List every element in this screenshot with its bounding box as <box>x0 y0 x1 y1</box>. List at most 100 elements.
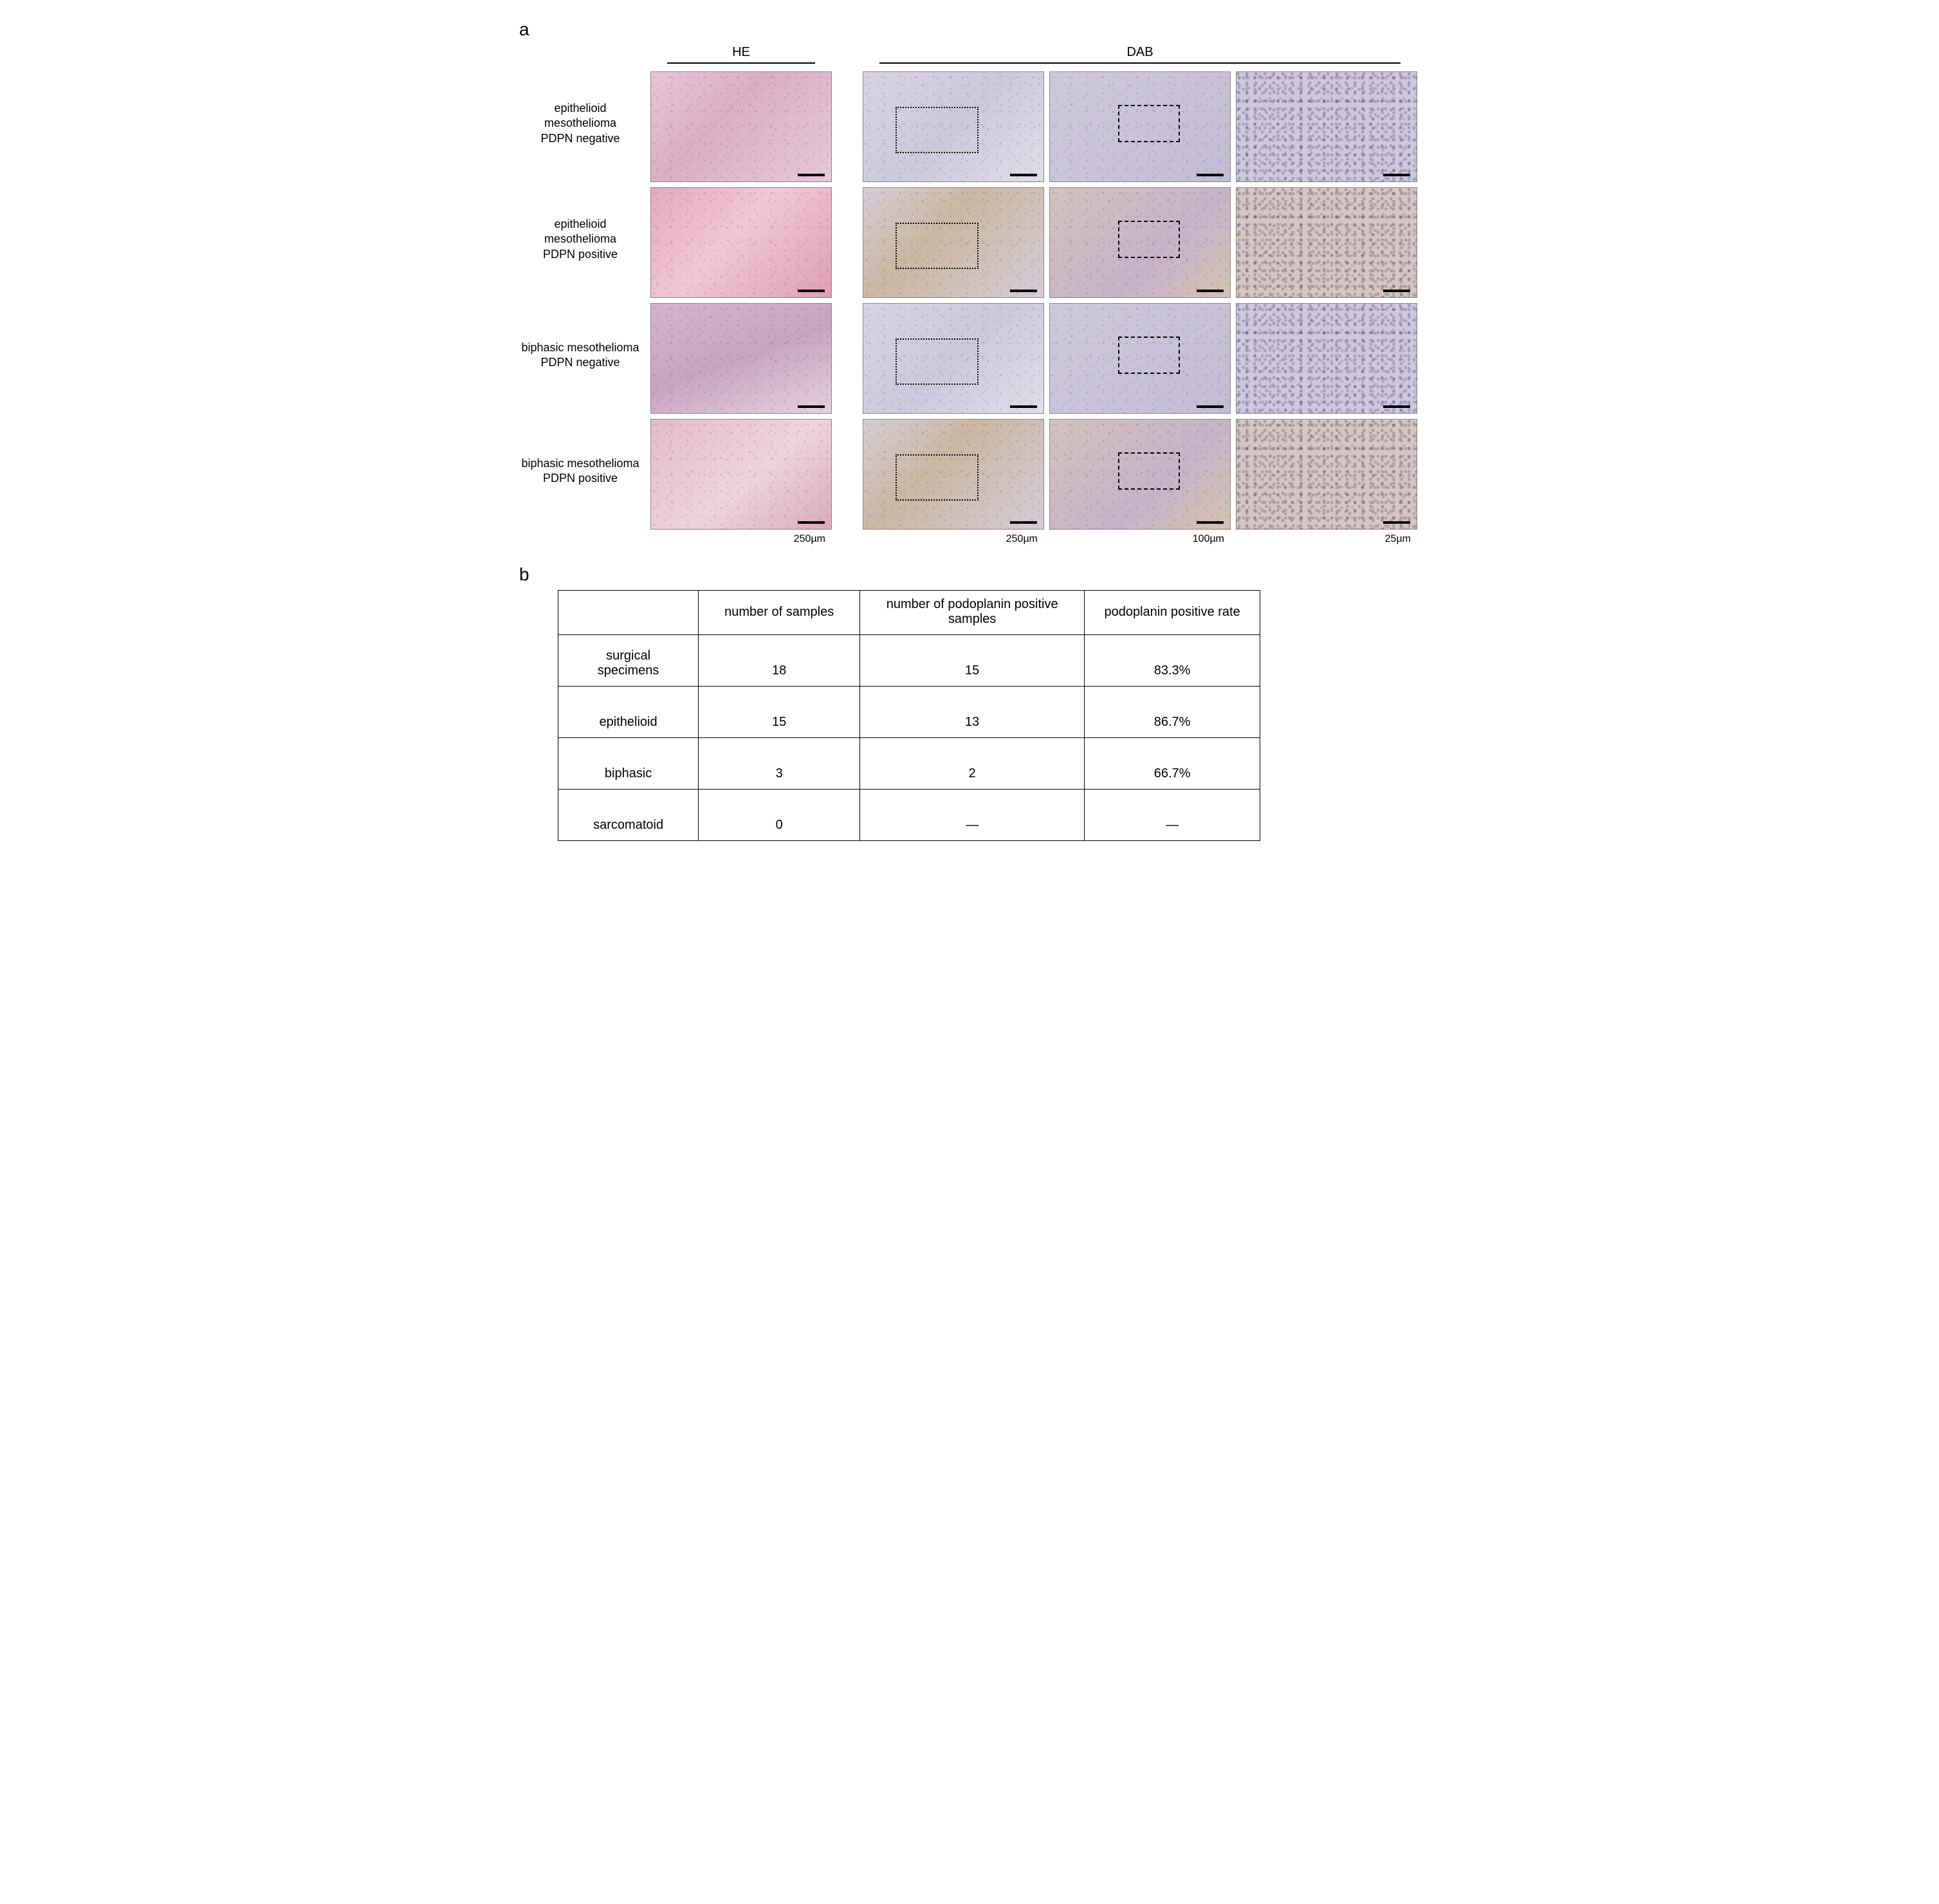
row-label-3-line1: biphasic mesothelioma <box>521 340 639 355</box>
scale-bar <box>1010 174 1037 176</box>
table-row: biphasic 3 2 66.7% <box>558 738 1260 790</box>
col-header-dab: DAB <box>879 45 1401 64</box>
he-img-1 <box>648 69 834 185</box>
th-rate: podoplanin positive rate <box>1085 591 1260 635</box>
scale-label-dab3: 25µm <box>1233 533 1420 545</box>
image-row-3 <box>648 300 1420 416</box>
row-label-1-line1: epithelioid mesothelioma <box>519 101 641 131</box>
row-label-spacer <box>519 45 648 66</box>
row-label-1-line2: PDPN negative <box>540 131 620 146</box>
cell-rate: 86.7% <box>1085 687 1260 738</box>
row-label-3-line2: PDPN negative <box>540 355 620 370</box>
row-name: biphasic <box>558 738 699 790</box>
gap <box>834 533 860 545</box>
row-label-2: epithelioid mesothelioma PDPN positive <box>519 181 648 297</box>
dab-img-4-low <box>860 416 1047 532</box>
cell-samples: 0 <box>699 790 860 841</box>
scale-bar <box>1383 290 1410 292</box>
scale-label-dab2: 100µm <box>1047 533 1233 545</box>
scale-bar <box>1383 521 1410 524</box>
dab-img-1-mid <box>1047 69 1233 185</box>
figure-container: a epithelioid mesothelioma PDPN negative… <box>519 19 1420 841</box>
dab-img-3-low <box>860 300 1047 416</box>
inset-box <box>1118 221 1179 258</box>
data-table: number of samples number of podoplanin p… <box>558 590 1260 841</box>
table-row: sarcomatoid 0 — — <box>558 790 1260 841</box>
panel-b-label: b <box>519 564 1420 585</box>
row-name: sarcomatoid <box>558 790 699 841</box>
th-samples: number of samples <box>699 591 860 635</box>
th-positive: number of podoplanin positive samples <box>860 591 1085 635</box>
gap <box>834 416 860 532</box>
panel-a-label: a <box>519 19 1420 40</box>
inset-box <box>896 223 979 268</box>
cell-positive: 15 <box>860 635 1085 687</box>
col-gap <box>834 45 860 64</box>
cell-samples: 18 <box>699 635 860 687</box>
cell-positive: — <box>860 790 1085 841</box>
cell-positive: 13 <box>860 687 1085 738</box>
row-label-4: biphasic mesothelioma PDPN positive <box>519 413 648 529</box>
dab-img-2-mid <box>1047 185 1233 300</box>
scale-bar <box>1010 405 1037 408</box>
scale-bar <box>1010 521 1037 524</box>
dab-img-2-hi <box>1233 185 1420 300</box>
row-label-1: epithelioid mesothelioma PDPN negative <box>519 66 648 181</box>
dab-img-1-hi <box>1233 69 1420 185</box>
col-header-he: HE <box>667 45 815 64</box>
inset-box <box>1118 337 1179 374</box>
dab-img-3-hi <box>1233 300 1420 416</box>
row-name-line2: specimens <box>598 663 659 678</box>
th-blank <box>558 591 699 635</box>
image-row-2 <box>648 185 1420 300</box>
scale-bar <box>798 290 825 292</box>
row-name-line1: surgical <box>606 649 650 663</box>
row-name: surgical specimens <box>558 635 699 687</box>
row-label-2-line2: PDPN positive <box>543 247 618 262</box>
dab-img-4-hi <box>1233 416 1420 532</box>
scale-bar <box>1383 174 1410 176</box>
cell-positive: 2 <box>860 738 1085 790</box>
cell-rate: — <box>1085 790 1260 841</box>
dab-img-4-mid <box>1047 416 1233 532</box>
scale-bar <box>798 174 825 176</box>
row-label-3: biphasic mesothelioma PDPN negative <box>519 297 648 413</box>
cell-samples: 3 <box>699 738 860 790</box>
dab-img-3-mid <box>1047 300 1233 416</box>
scale-label-dab1: 250µm <box>860 533 1047 545</box>
he-img-4 <box>648 416 834 532</box>
row-name: epithelioid <box>558 687 699 738</box>
he-img-3 <box>648 300 834 416</box>
gap <box>834 185 860 300</box>
scale-labels-row: 250µm 250µm 100µm 25µm <box>648 533 1420 545</box>
scale-bar <box>798 521 825 524</box>
inset-box <box>896 338 979 384</box>
inset-box <box>896 107 979 153</box>
panel-b: b number of samples number of podoplanin… <box>519 564 1420 841</box>
he-img-2 <box>648 185 834 300</box>
row-label-2-line1: epithelioid mesothelioma <box>519 217 641 247</box>
table-header-row: number of samples number of podoplanin p… <box>558 591 1260 635</box>
row-labels-column: epithelioid mesothelioma PDPN negative e… <box>519 45 648 529</box>
scale-bar <box>1197 405 1224 408</box>
table-row: epithelioid 15 13 86.7% <box>558 687 1260 738</box>
image-row-4 <box>648 416 1420 532</box>
row-label-4-line1: biphasic mesothelioma <box>521 456 639 471</box>
cell-rate: 83.3% <box>1085 635 1260 687</box>
inset-box <box>1118 105 1179 142</box>
cell-rate: 66.7% <box>1085 738 1260 790</box>
dab-img-2-low <box>860 185 1047 300</box>
scale-bar <box>798 405 825 408</box>
gap <box>834 300 860 416</box>
scale-bar <box>1197 290 1224 292</box>
image-row-1 <box>648 69 1420 185</box>
inset-box <box>896 454 979 500</box>
column-headers: HE DAB <box>648 45 1420 64</box>
inset-box <box>1118 452 1179 490</box>
row-label-4-line2: PDPN positive <box>543 471 618 486</box>
image-grid: HE DAB <box>648 45 1420 545</box>
scale-bar <box>1197 521 1224 524</box>
scale-bar <box>1010 290 1037 292</box>
scale-bar <box>1383 405 1410 408</box>
gap <box>834 69 860 185</box>
